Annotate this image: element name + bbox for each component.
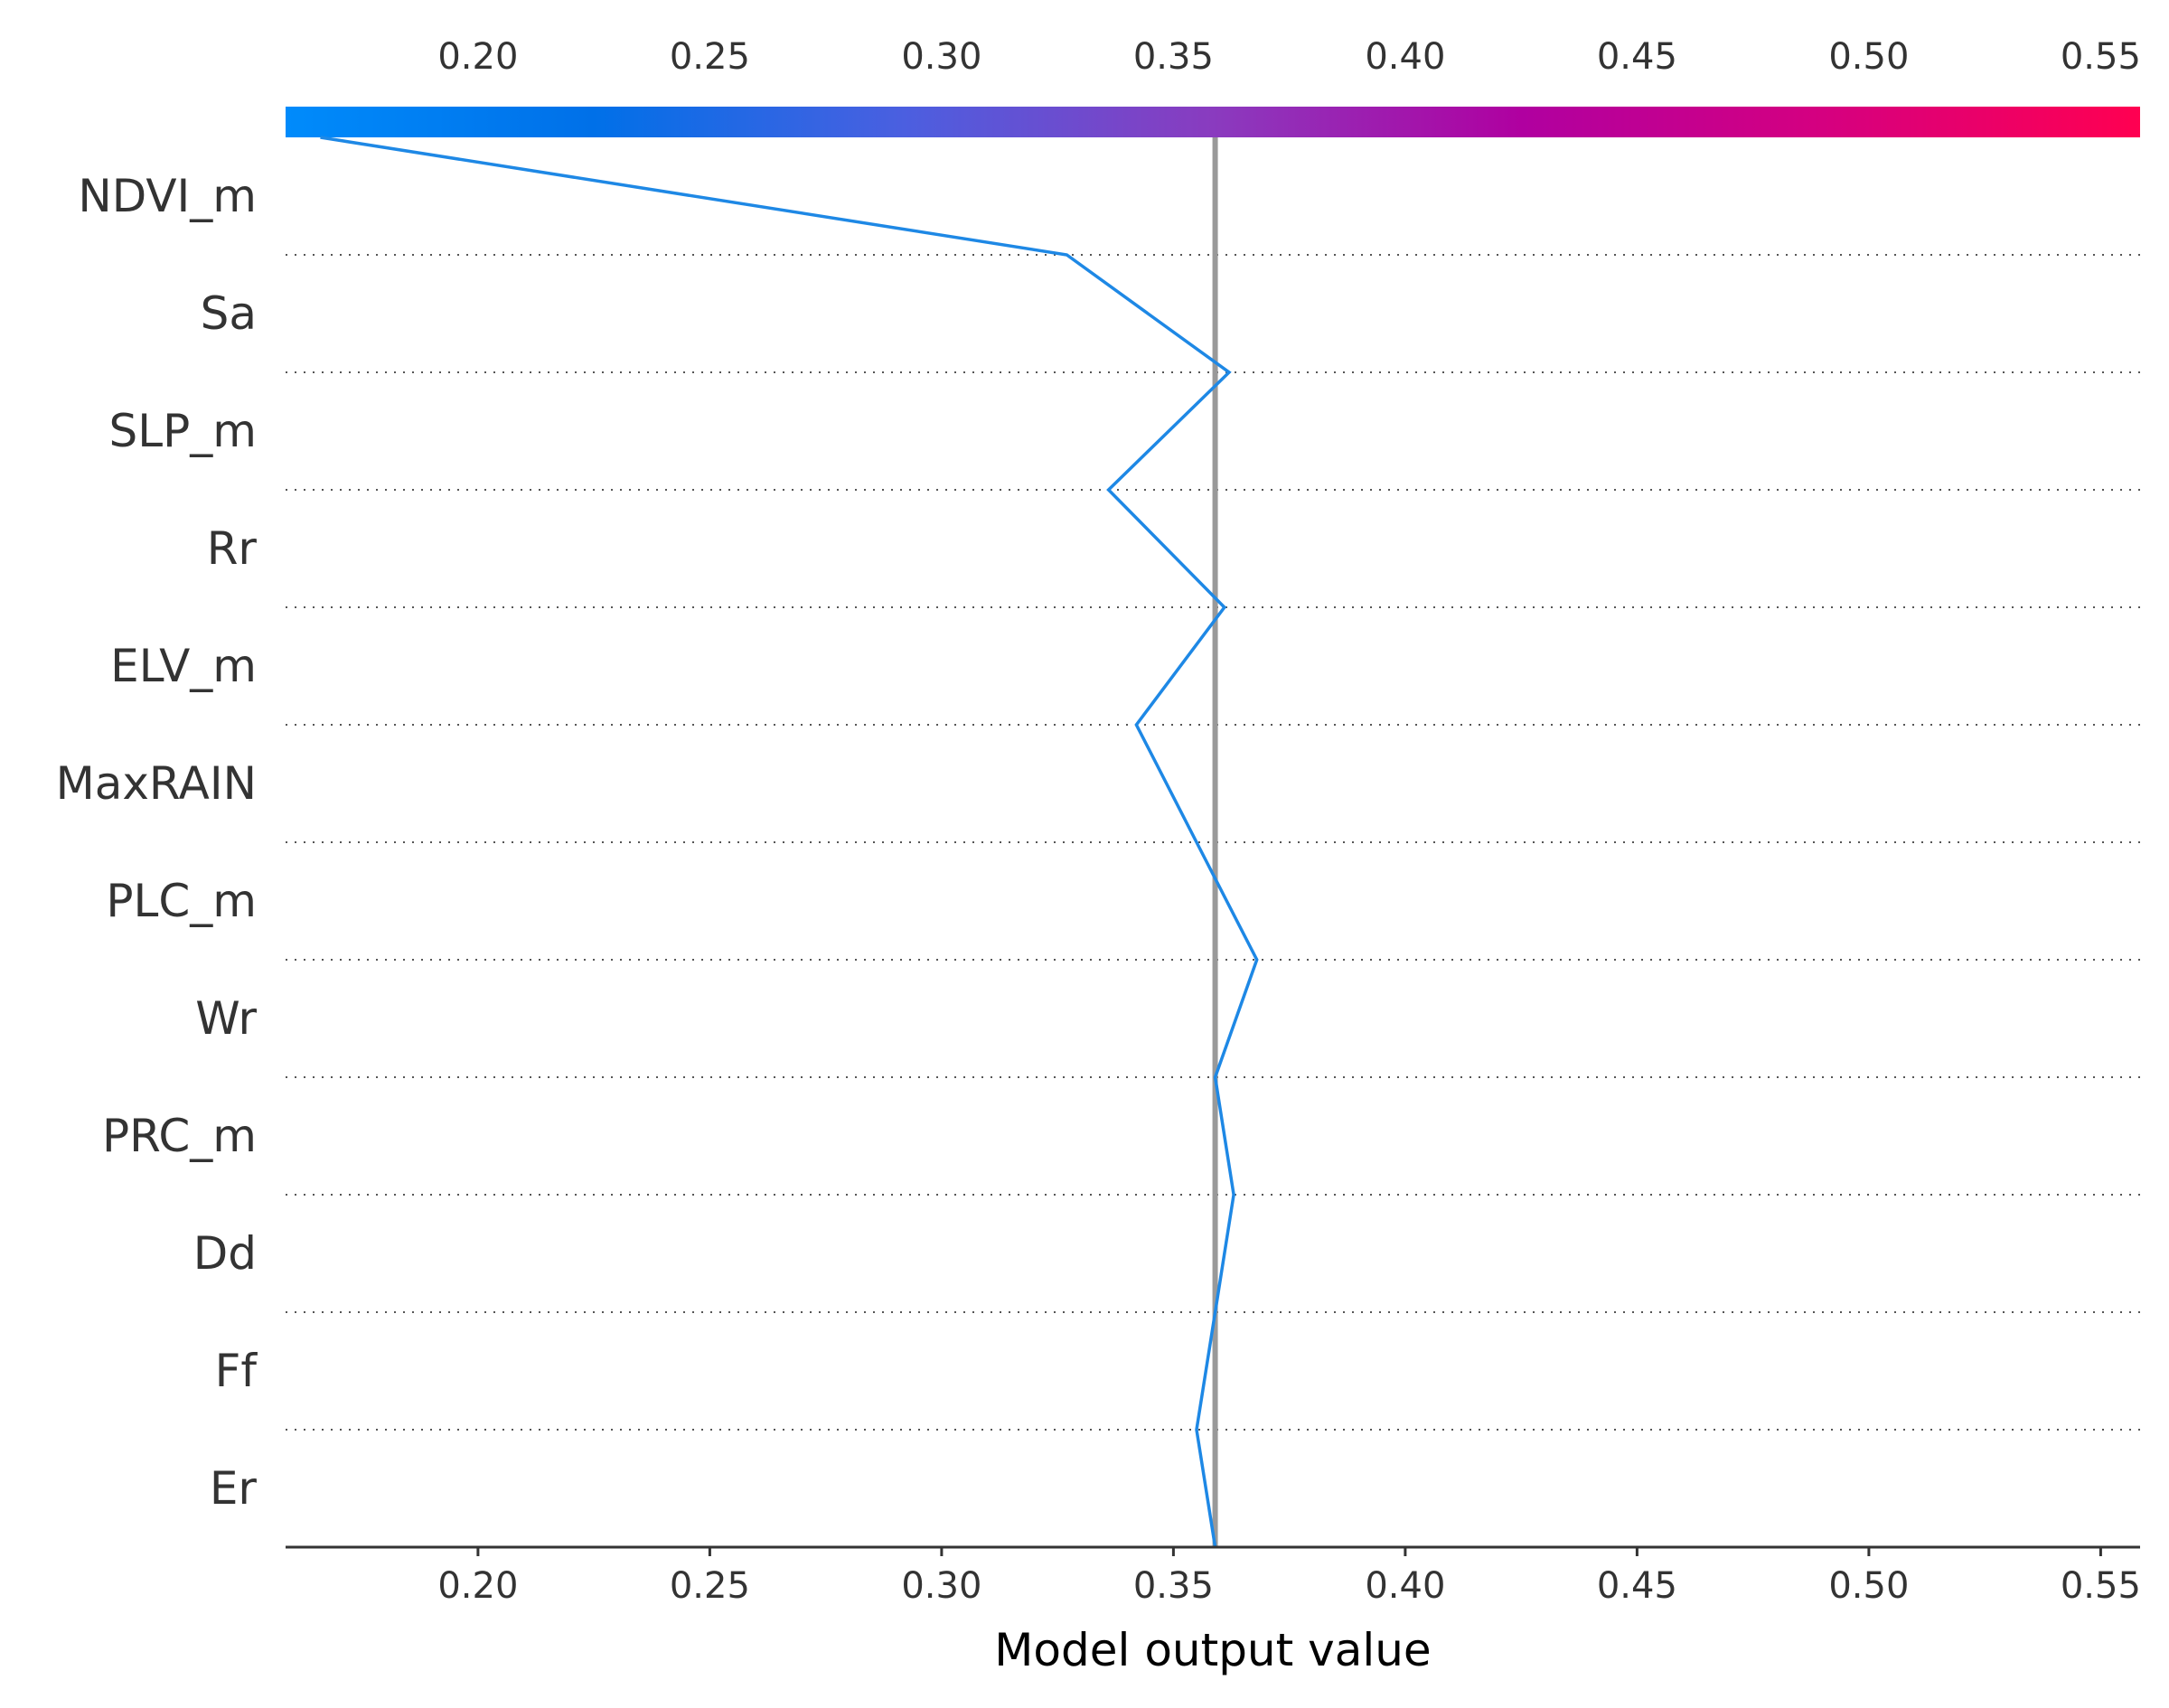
feature-label: Rr bbox=[207, 522, 258, 575]
top-tick-label: 0.45 bbox=[1597, 36, 1677, 78]
row-separators bbox=[286, 254, 2140, 1431]
bottom-tick-label: 0.50 bbox=[1828, 1565, 1909, 1607]
feature-label: NDVI_m bbox=[78, 170, 257, 222]
bottom-tick-label: 0.20 bbox=[437, 1565, 518, 1607]
bottom-tick-label: 0.30 bbox=[901, 1565, 981, 1607]
feature-label: Ff bbox=[215, 1345, 258, 1397]
colorbar bbox=[286, 107, 2140, 137]
top-tick-label: 0.25 bbox=[670, 36, 750, 78]
top-tick-label: 0.50 bbox=[1828, 36, 1909, 78]
feature-label: Sa bbox=[201, 287, 257, 340]
feature-label: SLP_m bbox=[109, 405, 257, 457]
bottom-tick-marks-and-labels: 0.20 0.25 0.30 0.35 0.40 0.45 0.50 0.55 bbox=[437, 1547, 2141, 1607]
feature-label: MaxRAIN bbox=[56, 757, 257, 810]
bottom-tick-label: 0.55 bbox=[2061, 1565, 2141, 1607]
feature-label: Dd bbox=[193, 1227, 257, 1280]
feature-label: ELV_m bbox=[110, 640, 257, 692]
feature-label: PRC_m bbox=[102, 1110, 257, 1162]
bottom-tick-label: 0.35 bbox=[1133, 1565, 1214, 1607]
x-axis-title: Model output value bbox=[994, 1624, 1431, 1676]
decision-path-line bbox=[320, 136, 1259, 1548]
bottom-tick-label: 0.40 bbox=[1365, 1565, 1445, 1607]
feature-labels: NDVI_m Sa SLP_m Rr ELV_m MaxRAIN PLC_m Wr PRC_m D… bbox=[56, 170, 258, 1515]
feature-label: Wr bbox=[195, 992, 257, 1045]
bottom-tick-label: 0.25 bbox=[670, 1565, 750, 1607]
top-tick-label: 0.35 bbox=[1133, 36, 1214, 78]
top-tick-label: 0.40 bbox=[1365, 36, 1445, 78]
top-tick-label: 0.20 bbox=[437, 36, 518, 78]
top-tick-label: 0.30 bbox=[901, 36, 981, 78]
top-tick-label: 0.55 bbox=[2061, 36, 2141, 78]
feature-label: Er bbox=[210, 1462, 258, 1515]
feature-label: PLC_m bbox=[106, 875, 257, 927]
top-tick-labels: 0.20 0.25 0.30 0.35 0.40 0.45 0.50 0.55 bbox=[437, 36, 2141, 78]
bottom-tick-label: 0.45 bbox=[1597, 1565, 1677, 1607]
